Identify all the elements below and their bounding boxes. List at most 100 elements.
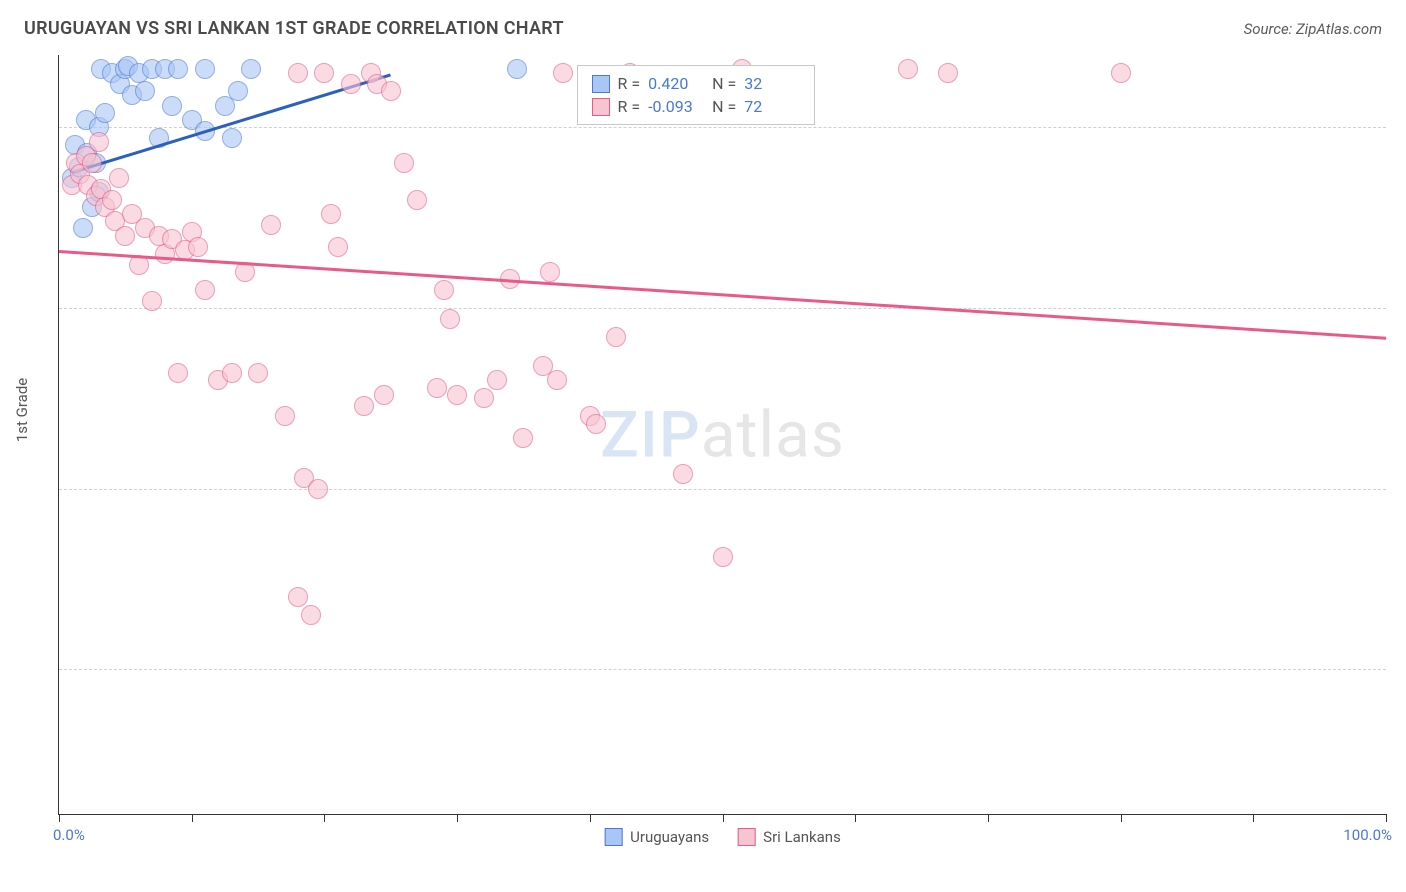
series-name: Uruguayans [630, 828, 709, 846]
grid-line [59, 489, 1386, 490]
x-tick [192, 814, 193, 822]
x-tick [1386, 814, 1387, 822]
chart-source: Source: ZipAtlas.com [1244, 20, 1382, 38]
legend-swatch [604, 828, 622, 846]
scatter-point [938, 63, 958, 83]
scatter-point [288, 587, 308, 607]
scatter-point [275, 406, 295, 426]
scatter-point [222, 128, 242, 148]
scatter-point [407, 190, 427, 210]
x-tick [324, 814, 325, 822]
x-tick [1121, 814, 1122, 822]
scatter-point [606, 327, 626, 347]
scatter-point [109, 168, 129, 188]
series-name: Sri Lankans [763, 828, 841, 846]
scatter-point [95, 103, 115, 123]
watermark-atlas: atlas [701, 397, 845, 472]
legend-n-label: N = [712, 74, 736, 93]
scatter-point [142, 291, 162, 311]
y-tick-label: 90.0% [1394, 480, 1406, 498]
legend-swatch [592, 75, 610, 93]
series-legend-item: Uruguayans [604, 828, 709, 846]
scatter-chart: ZIPatlas 85.0%90.0%95.0%100.0%0.0%100.0%… [58, 55, 1386, 815]
chart-title: URUGUAYAN VS SRI LANKAN 1ST GRADE CORREL… [24, 18, 564, 39]
y-axis-title: 1st Grade [13, 378, 31, 442]
scatter-point [487, 370, 507, 390]
scatter-point [374, 385, 394, 405]
legend-n-value: 72 [744, 97, 800, 116]
scatter-point [195, 59, 215, 79]
x-tick [1253, 814, 1254, 822]
scatter-point [673, 464, 693, 484]
scatter-point [168, 59, 188, 79]
grid-line [59, 669, 1386, 670]
x-tick [457, 814, 458, 822]
scatter-point [261, 215, 281, 235]
scatter-point [381, 81, 401, 101]
x-axis-max-label: 100.0% [1343, 826, 1392, 844]
scatter-point [474, 388, 494, 408]
legend-swatch [737, 828, 755, 846]
legend-n-value: 32 [744, 74, 800, 93]
scatter-point [89, 132, 109, 152]
scatter-point [168, 363, 188, 383]
legend-r-value: -0.093 [648, 97, 704, 116]
scatter-point [434, 280, 454, 300]
y-tick-label: 95.0% [1394, 299, 1406, 317]
scatter-point [447, 385, 467, 405]
x-tick [59, 814, 60, 822]
scatter-point [115, 226, 135, 246]
scatter-point [308, 479, 328, 499]
scatter-point [102, 190, 122, 210]
trend-line [59, 250, 1386, 339]
legend-row: R = -0.093 N = 72 [592, 95, 801, 118]
scatter-point [341, 74, 361, 94]
legend-row: R = 0.420 N = 32 [592, 72, 801, 95]
scatter-point [1111, 63, 1131, 83]
scatter-point [513, 428, 533, 448]
x-axis-min-label: 0.0% [53, 826, 85, 844]
scatter-point [540, 262, 560, 282]
scatter-point [73, 218, 93, 238]
scatter-point [586, 414, 606, 434]
scatter-point [553, 63, 573, 83]
legend-r-label: R = [618, 97, 641, 116]
watermark-zip: ZIP [600, 397, 701, 472]
scatter-point [228, 81, 248, 101]
legend-n-label: N = [712, 97, 736, 116]
scatter-point [440, 309, 460, 329]
scatter-point [328, 237, 348, 257]
x-tick [590, 814, 591, 822]
chart-header: URUGUAYAN VS SRI LANKAN 1ST GRADE CORREL… [0, 0, 1406, 47]
scatter-point [195, 280, 215, 300]
scatter-point [248, 363, 268, 383]
x-tick [988, 814, 989, 822]
series-legend: Uruguayans Sri Lankans [604, 828, 841, 846]
scatter-point [354, 396, 374, 416]
scatter-point [188, 237, 208, 257]
scatter-point [288, 63, 308, 83]
y-tick-label: 85.0% [1394, 660, 1406, 678]
series-legend-item: Sri Lankans [737, 828, 841, 846]
grid-line [59, 308, 1386, 309]
scatter-point [135, 81, 155, 101]
scatter-point [321, 204, 341, 224]
scatter-point [507, 59, 527, 79]
grid-line [59, 127, 1386, 128]
scatter-point [222, 363, 242, 383]
scatter-point [547, 370, 567, 390]
x-tick [723, 814, 724, 822]
scatter-point [162, 96, 182, 116]
scatter-point [713, 547, 733, 567]
scatter-point [241, 59, 261, 79]
y-tick-label: 100.0% [1394, 118, 1406, 136]
legend-r-label: R = [618, 74, 641, 93]
correlation-legend: R = 0.420 N = 32R = -0.093 N = 72 [577, 65, 816, 125]
legend-swatch [592, 98, 610, 116]
scatter-point [394, 153, 414, 173]
scatter-point [301, 605, 321, 625]
watermark: ZIPatlas [600, 397, 845, 472]
scatter-point [898, 59, 918, 79]
scatter-point [314, 63, 334, 83]
scatter-point [82, 153, 102, 173]
